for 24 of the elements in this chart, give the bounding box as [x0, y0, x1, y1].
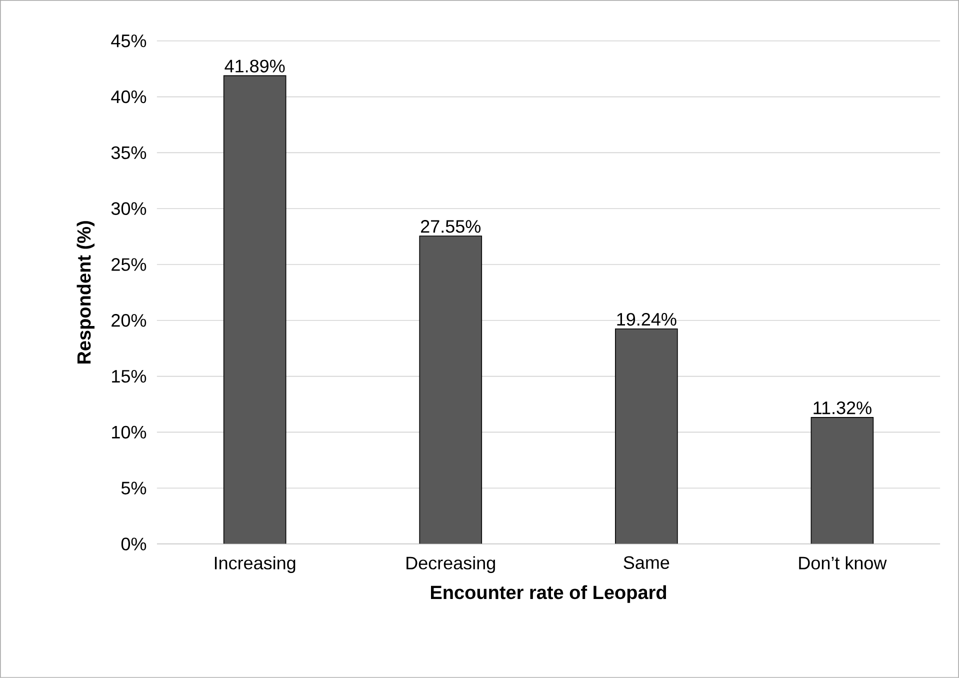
data-label: 19.24%: [617, 312, 676, 326]
x-tick-label: Same: [624, 556, 670, 569]
y-tick-label: 35%: [111, 146, 146, 160]
y-axis-title: Respondent (%): [76, 221, 94, 364]
y-tick-label: 0%: [121, 538, 146, 550]
y-tick-label: 20%: [112, 314, 146, 327]
y-tick-label: 40%: [111, 90, 146, 104]
y-tick-label: 15%: [112, 370, 146, 383]
x-tick-label: Increasing: [214, 556, 296, 574]
x-tick-label: Don’t know: [799, 556, 887, 570]
data-label: 27.55%: [421, 220, 481, 233]
y-tick-label: 30%: [111, 202, 146, 216]
y-tick-label: 10%: [112, 426, 146, 439]
x-axis-title: Encounter rate of Leopard: [431, 585, 666, 603]
y-tick-label: 5%: [121, 482, 146, 494]
bar: [223, 75, 286, 544]
x-tick-label: Decreasing: [406, 556, 495, 574]
bar: [810, 417, 874, 544]
y-tick-label: 45%: [111, 34, 146, 48]
data-label: 11.32%: [814, 402, 872, 414]
bar: [419, 236, 482, 544]
y-tick-label: 25%: [112, 258, 146, 271]
data-label: 41.89%: [224, 60, 285, 73]
bar: [615, 328, 678, 544]
